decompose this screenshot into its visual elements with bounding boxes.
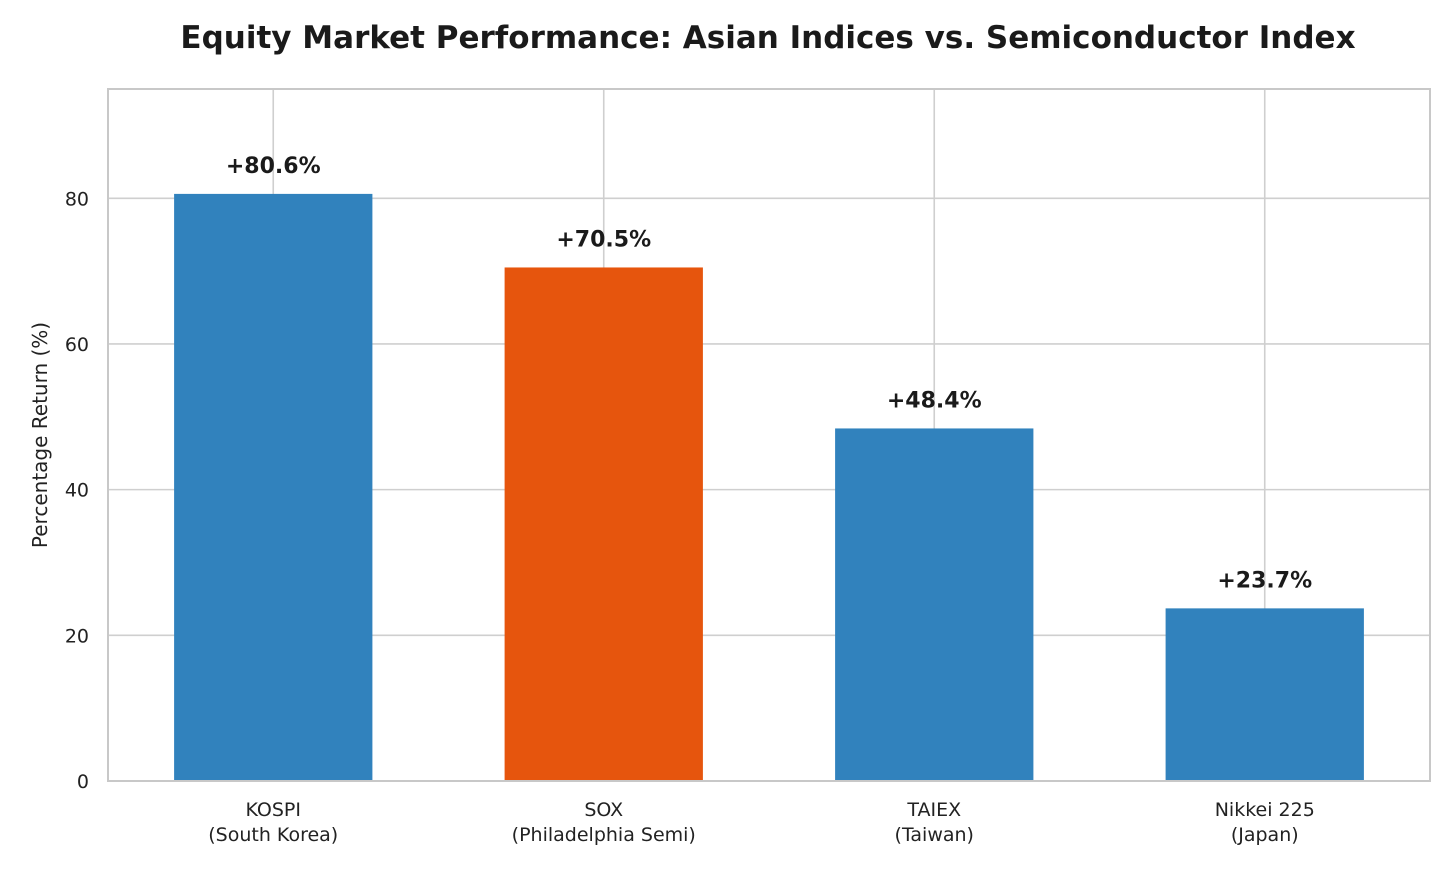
bar — [1165, 608, 1364, 781]
bar — [504, 267, 703, 782]
x-tick-label: (Philadelphia Semi) — [512, 824, 696, 846]
data-label: +48.4% — [887, 388, 982, 413]
x-tick-label: TAIEX — [906, 799, 961, 821]
x-tick-label: Nikkei 225 — [1215, 799, 1315, 821]
y-tick-labels: 0 20 40 60 80 — [65, 188, 89, 793]
x-tick-label: (Taiwan) — [895, 824, 974, 846]
y-tick-label: 0 — [77, 771, 89, 793]
data-label: +70.5% — [556, 227, 651, 252]
data-label: +23.7% — [1217, 568, 1312, 593]
y-axis-label: Percentage Return (%) — [28, 322, 52, 548]
x-tick-label: KOSPI — [246, 799, 302, 821]
bar — [835, 428, 1034, 781]
x-tick-label: SOX — [584, 799, 623, 821]
y-tick-label: 40 — [65, 480, 89, 502]
y-tick-label: 80 — [65, 188, 89, 210]
chart-title: Equity Market Performance: Asian Indices… — [180, 20, 1355, 56]
plot-frame — [107, 88, 1431, 782]
y-tick-label: 60 — [65, 334, 89, 356]
x-tick-labels: KOSPI (South Korea) SOX (Philadelphia Semi)… — [208, 799, 1315, 846]
bars — [174, 193, 1364, 782]
x-tick-label: (South Korea) — [208, 824, 338, 846]
data-labels: +80.6% +70.5% +48.4% +23.7% — [226, 154, 1312, 593]
x-tick-label: (Japan) — [1231, 824, 1299, 846]
bar — [174, 193, 373, 781]
data-label: +80.6% — [226, 154, 321, 179]
y-tick-label: 20 — [65, 625, 89, 647]
